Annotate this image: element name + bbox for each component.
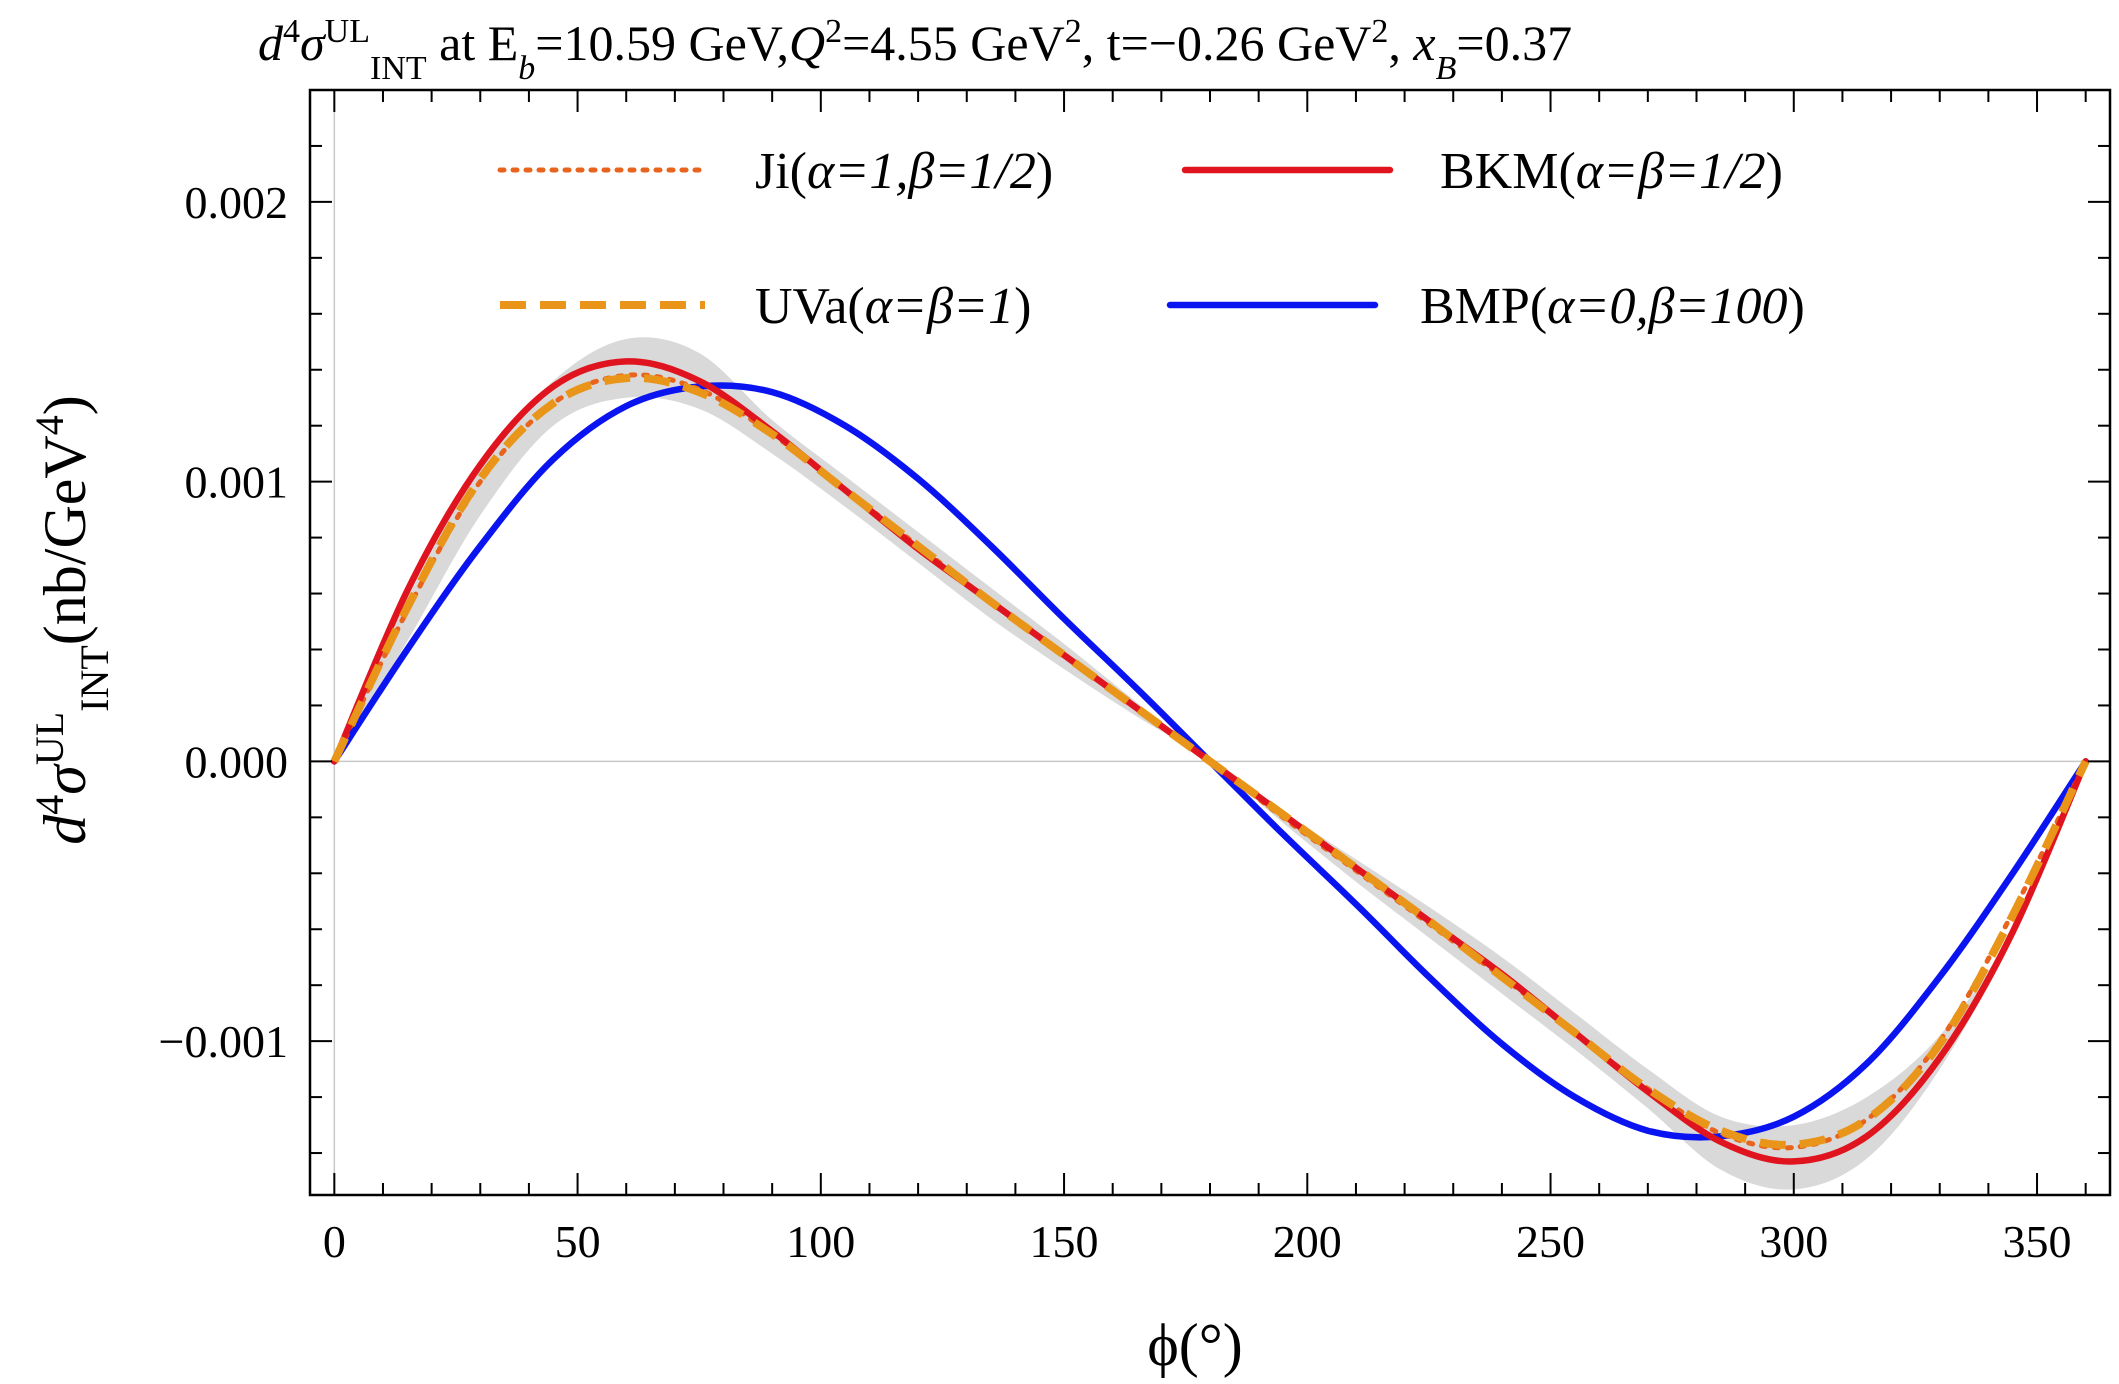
x-tick-label: 300 <box>1759 1216 1828 1267</box>
y-tick-label: −0.001 <box>159 1016 288 1067</box>
x-axis-title: ϕ(°) <box>1147 1312 1243 1378</box>
x-tick-label: 150 <box>1030 1216 1099 1267</box>
plot-frame <box>308 88 2112 1197</box>
zero-lines <box>310 90 2110 1195</box>
uncertainty-band-layer <box>334 337 2086 1190</box>
tick-marks <box>310 90 2110 1195</box>
chart-title: d4σULINT at Eb=10.59 GeV,Q2=4.55 GeV2, t… <box>258 13 1572 87</box>
series-layer <box>330 358 2090 1165</box>
y-tick-labels: −0.001 0.000 0.001 0.002 <box>159 177 288 1067</box>
legend-label-bmp: BMP(α=0,β=100) <box>1420 278 1805 335</box>
x-tick-labels: 0 50 100 150 200 250 300 350 <box>323 1216 2072 1267</box>
x-tick-label: 350 <box>2003 1216 2072 1267</box>
x-tick-label: 100 <box>786 1216 855 1267</box>
legend-label-ji: Ji(α=1,β=1/2) <box>755 143 1053 200</box>
uncertainty-band <box>334 337 2086 1190</box>
x-tick-label: 50 <box>555 1216 601 1267</box>
y-tick-label: 0.000 <box>185 736 289 787</box>
x-tick-label: 200 <box>1273 1216 1342 1267</box>
series-line-uva <box>330 373 2090 1149</box>
legend: Ji(α=1,β=1/2) BKM(α=β=1/2) UVa(α=β=1) BM… <box>497 143 1805 335</box>
legend-label-bkm: BKM(α=β=1/2) <box>1440 143 1783 200</box>
x-tick-label: 0 <box>323 1216 346 1267</box>
y-tick-label: 0.002 <box>185 177 289 228</box>
legend-label-uva: UVa(α=β=1) <box>755 278 1031 335</box>
y-axis-title: d4σULINT(nb/GeV4) <box>27 395 117 845</box>
y-tick-label: 0.001 <box>185 457 289 508</box>
x-tick-label: 250 <box>1516 1216 1585 1267</box>
